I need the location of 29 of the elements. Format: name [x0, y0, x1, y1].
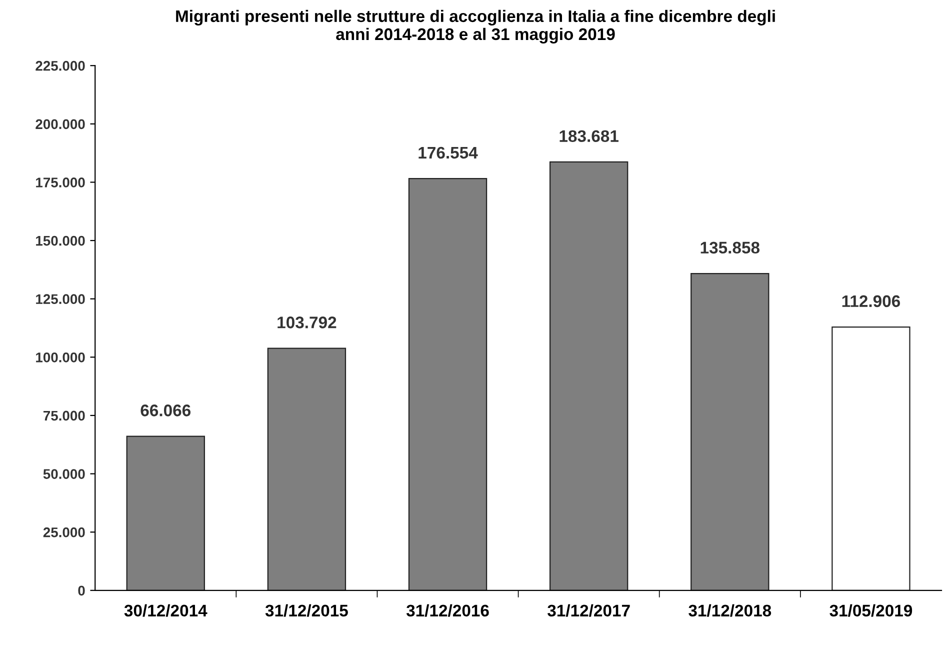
data-label: 176.554: [418, 146, 478, 159]
bar: [267, 348, 346, 590]
x-tick-label: 30/12/2014: [124, 604, 208, 617]
data-label: 135.858: [700, 242, 760, 254]
data-label: 112.906: [842, 295, 900, 308]
x-tick-label: 31/12/2018: [688, 604, 772, 617]
y-tick-label: 0: [78, 586, 85, 596]
y-tick-label: 175.000: [36, 178, 85, 188]
y-tick-label: 25.000: [43, 527, 85, 538]
x-tick-label: 31/12/2016: [406, 604, 489, 617]
bar: [832, 326, 910, 590]
data-label: 183.681: [560, 130, 618, 142]
y-tick-label: 100.000: [36, 352, 85, 362]
y-tick-label: 50.000: [43, 469, 85, 479]
bar: [549, 161, 628, 590]
bar: [126, 436, 205, 590]
x-tick-label: 31/05/2019: [830, 604, 912, 617]
data-label: 66.066: [140, 404, 191, 416]
y-tick-label: 125.000: [36, 294, 85, 304]
bar: [690, 272, 770, 590]
x-tick-label: 31/12/2015: [265, 604, 348, 617]
y-tick-label: 200.000: [36, 119, 85, 130]
y-tick-label: 75.000: [44, 410, 85, 421]
y-tick-label: 225.000: [36, 60, 85, 71]
y-tick-label: 150.000: [36, 236, 85, 246]
chart-title: Migranti presenti nelle strutture di accoglienza in Italia a fine dicembre degli anni 2014-2018 e al 31 maggio 2019: [176, 10, 775, 44]
bar: [408, 178, 488, 590]
x-tick-label: 31/12/2017: [548, 604, 630, 617]
data-label: 103.792: [278, 316, 336, 328]
